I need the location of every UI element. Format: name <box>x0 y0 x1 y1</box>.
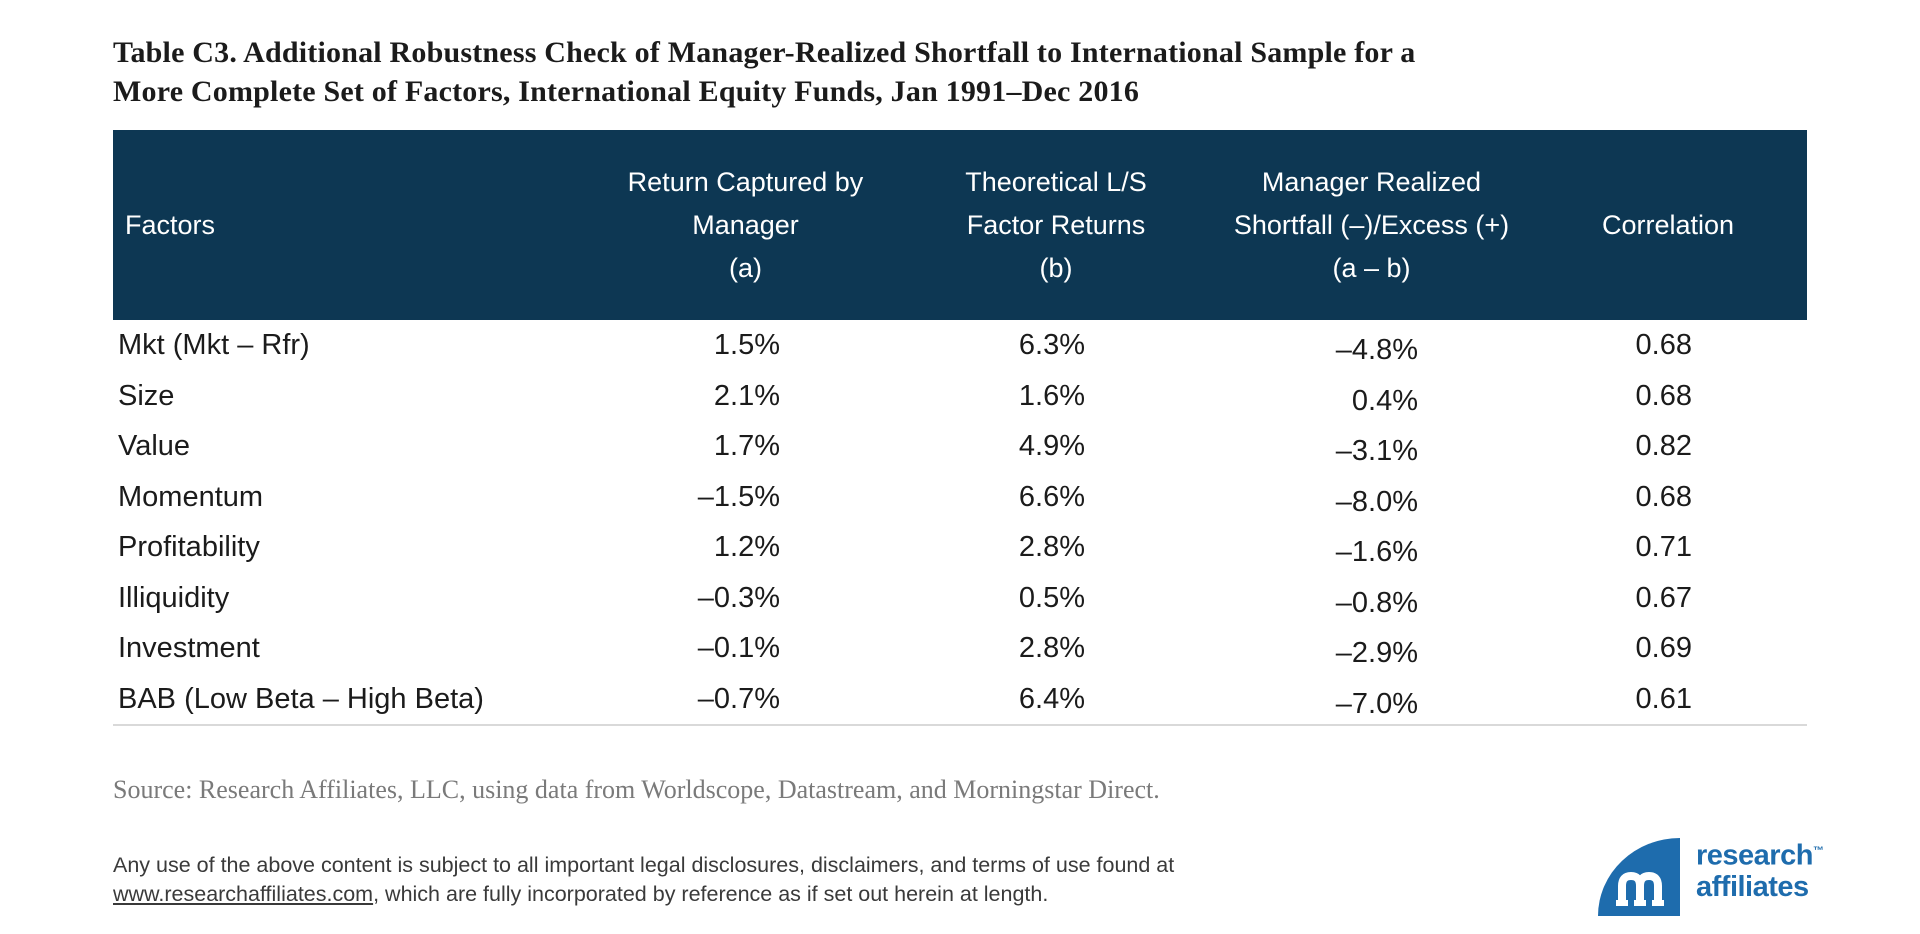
theoretical-return-cell: 0.5% <box>1018 581 1085 614</box>
header-shortfall: Manager Realized Shortfall (–)/Excess (+… <box>1233 166 1510 283</box>
theoretical-return-cell: 6.3% <box>1018 329 1085 361</box>
return-captured-cell: 2.1% <box>713 379 780 412</box>
correlation-cell: 0.68 <box>1635 379 1692 412</box>
table-title: Table C3. Additional Robustness Check of… <box>113 36 1416 108</box>
table-header-row: Factors Return Captured by Manager (a) T… <box>113 130 1807 320</box>
factor-cell: Value <box>118 430 191 462</box>
legal-disclaimer: Any use of the above content is subject … <box>113 851 1453 908</box>
header-correlation: Correlation <box>1601 209 1735 240</box>
shortfall-cell: –8.0% <box>1335 485 1418 518</box>
table-bottom-rule <box>113 724 1807 726</box>
return-captured-cell: –0.1% <box>697 632 780 664</box>
shortfall-cell: –4.8% <box>1335 334 1418 366</box>
theoretical-return-cell: 6.4% <box>1018 682 1085 715</box>
factor-cell: Momentum <box>118 480 264 513</box>
logo-wordmark: research™ affiliates <box>1696 836 1824 903</box>
correlation-cell: 0.68 <box>1635 329 1692 361</box>
return-captured-cell: 1.7% <box>713 430 780 462</box>
correlation-cell: 0.82 <box>1635 430 1692 462</box>
table-row: Value 1.7% 4.9% –3.1% 0.82 <box>113 421 1807 472</box>
return-captured-cell: –0.7% <box>697 682 780 715</box>
factor-cell: Size <box>118 379 175 412</box>
factor-cell: Profitability <box>118 531 260 563</box>
correlation-cell: 0.71 <box>1635 531 1692 563</box>
legal-line1: Any use of the above content is subject … <box>113 853 1175 877</box>
theoretical-return-cell: 2.8% <box>1018 632 1085 664</box>
theoretical-return-cell: 1.6% <box>1018 379 1085 412</box>
shortfall-cell: –3.1% <box>1335 435 1418 467</box>
theoretical-return-cell: 4.9% <box>1018 430 1085 462</box>
ra-monogram-icon <box>1616 871 1664 906</box>
table-row: Investment –0.1% 2.8% –2.9% 0.69 <box>113 623 1807 674</box>
logo-wordmark-line1: research <box>1696 839 1813 872</box>
ra-logo-mark-icon <box>1598 838 1680 916</box>
shortfall-cell: –7.0% <box>1335 687 1418 720</box>
source-note: Source: Research Affiliates, LLC, using … <box>113 775 1160 804</box>
researchaffiliates-link[interactable]: www.researchaffiliates.com <box>113 881 374 906</box>
header-factors: Factors <box>125 209 216 240</box>
table-row: Illiquidity –0.3% 0.5% –0.8% 0.67 <box>113 573 1807 624</box>
logo-wordmark-line2: affiliates <box>1696 870 1809 903</box>
shortfall-cell: –2.9% <box>1335 637 1418 669</box>
table-row: Profitability 1.2% 2.8% –1.6% 0.71 <box>113 522 1807 573</box>
theoretical-return-cell: 6.6% <box>1018 480 1085 513</box>
shortfall-cell: –1.6% <box>1335 536 1418 568</box>
header-return-captured: Return Captured by Manager (a) <box>627 166 864 283</box>
correlation-cell: 0.69 <box>1635 632 1692 664</box>
correlation-cell: 0.61 <box>1635 682 1692 715</box>
factor-cell: BAB (Low Beta – High Beta) <box>118 682 484 715</box>
legal-line2: , which are fully incorporated by refere… <box>373 881 1049 906</box>
return-captured-cell: 1.2% <box>713 531 780 563</box>
factor-cell: Investment <box>118 632 260 664</box>
theoretical-return-cell: 2.8% <box>1018 531 1085 563</box>
table-row: Mkt (Mkt – Rfr) 1.5% 6.3% –4.8% 0.68 <box>113 320 1807 371</box>
header-theoretical-returns: Theoretical L/S Factor Returns (b) <box>965 166 1147 283</box>
factor-cell: Mkt (Mkt – Rfr) <box>118 329 310 361</box>
research-affiliates-logo: research™ affiliates <box>1598 836 1828 918</box>
correlation-cell: 0.67 <box>1635 581 1692 614</box>
shortfall-cell: –0.8% <box>1335 586 1418 619</box>
table-body: Mkt (Mkt – Rfr) 1.5% 6.3% –4.8% 0.68 Size 2.1%… <box>113 320 1807 724</box>
return-captured-cell: –0.3% <box>697 581 780 614</box>
correlation-cell: 0.68 <box>1635 480 1692 513</box>
table-row: BAB (Low Beta – High Beta) –0.7% 6.4% –7.0%… <box>113 674 1807 725</box>
return-captured-cell: –1.5% <box>697 480 780 513</box>
shortfall-cell: 0.4% <box>1351 384 1418 417</box>
factor-cell: Illiquidity <box>118 581 230 614</box>
table-row: Momentum –1.5% 6.6% –8.0% 0.68 <box>113 472 1807 523</box>
table-row: Size 2.1% 1.6% 0.4% 0.68 <box>113 371 1807 422</box>
return-captured-cell: 1.5% <box>713 329 780 361</box>
trademark-symbol: ™ <box>1812 845 1824 857</box>
